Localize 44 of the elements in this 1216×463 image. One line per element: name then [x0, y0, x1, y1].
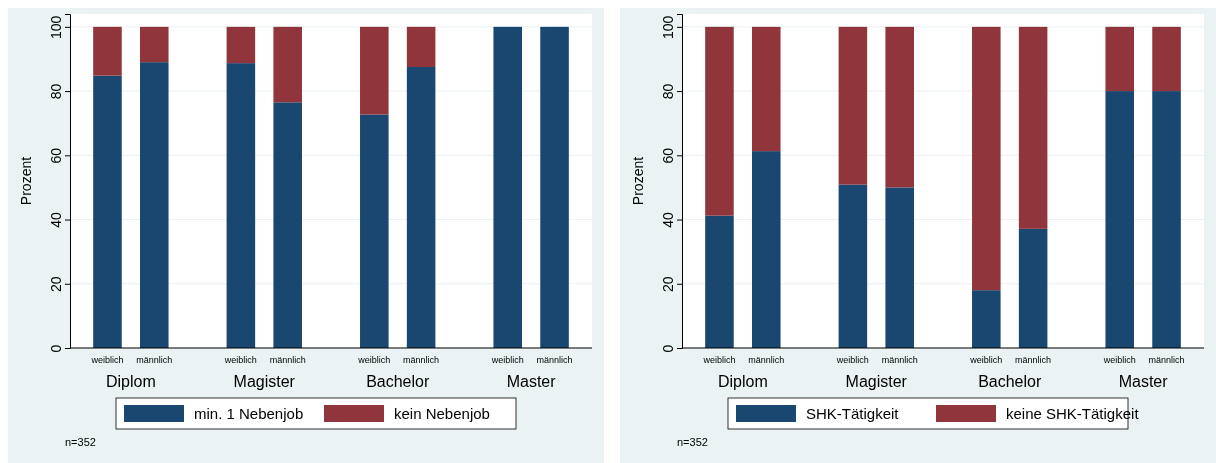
x-tick-label: weiblich — [969, 355, 1003, 365]
y-tick-label: 80 — [48, 83, 64, 100]
y-tick-label: 60 — [660, 147, 676, 164]
x-tick-label: weiblich — [357, 355, 391, 365]
text: Master — [506, 373, 557, 390]
x-tick-label: männlich — [1015, 355, 1052, 365]
y-tick-label: 100 — [48, 15, 64, 40]
y-tick-label: 40 — [48, 212, 64, 228]
x-tick-label: männlich — [881, 355, 918, 365]
y-axis-title: Prozent — [630, 156, 646, 206]
text: Bachelor — [978, 373, 1042, 390]
x-tick-label: weiblich — [223, 355, 257, 365]
text: Master — [1118, 373, 1169, 390]
y-tick-label: 80 — [660, 83, 676, 100]
legend-label: kein Nebenjob — [394, 405, 490, 422]
y-axis-title: Prozent — [18, 156, 34, 206]
x-tick-label: weiblich — [90, 355, 124, 365]
x-tick-label: weiblich — [1102, 355, 1136, 365]
y-tick-label: 60 — [48, 147, 64, 164]
y-tick-label: 20 — [660, 276, 676, 293]
x-tick-label: männlich — [136, 355, 173, 365]
y-tick-label: 100 — [660, 15, 676, 40]
x-tick-label: weiblich — [702, 355, 736, 365]
text: Magister — [233, 373, 296, 390]
y-tick-label: 20 — [48, 276, 64, 293]
x-tick-label: männlich — [403, 355, 440, 365]
text: Magister — [845, 373, 908, 390]
text: Diplom — [717, 373, 768, 390]
text: Bachelor — [366, 373, 430, 390]
x-tick-label: weiblich — [490, 355, 524, 365]
x-tick-label: männlich — [1148, 355, 1185, 365]
y-tick-label: 40 — [660, 212, 676, 228]
text: n=352 — [65, 436, 96, 448]
text: Diplom — [105, 373, 156, 390]
x-tick-label: männlich — [269, 355, 306, 365]
legend-label: keine SHK-Tätigkeit — [1006, 405, 1140, 422]
x-tick-label: weiblich — [835, 355, 869, 365]
text: n=352 — [677, 436, 708, 448]
legend-label: min. 1 Nebenjob — [194, 405, 304, 422]
x-tick-label: männlich — [536, 355, 573, 365]
y-tick-label: 0 — [660, 344, 676, 353]
legend-label: SHK-Tätigkeit — [806, 405, 900, 422]
x-tick-label: männlich — [748, 355, 785, 365]
y-tick-label: 0 — [48, 344, 64, 353]
